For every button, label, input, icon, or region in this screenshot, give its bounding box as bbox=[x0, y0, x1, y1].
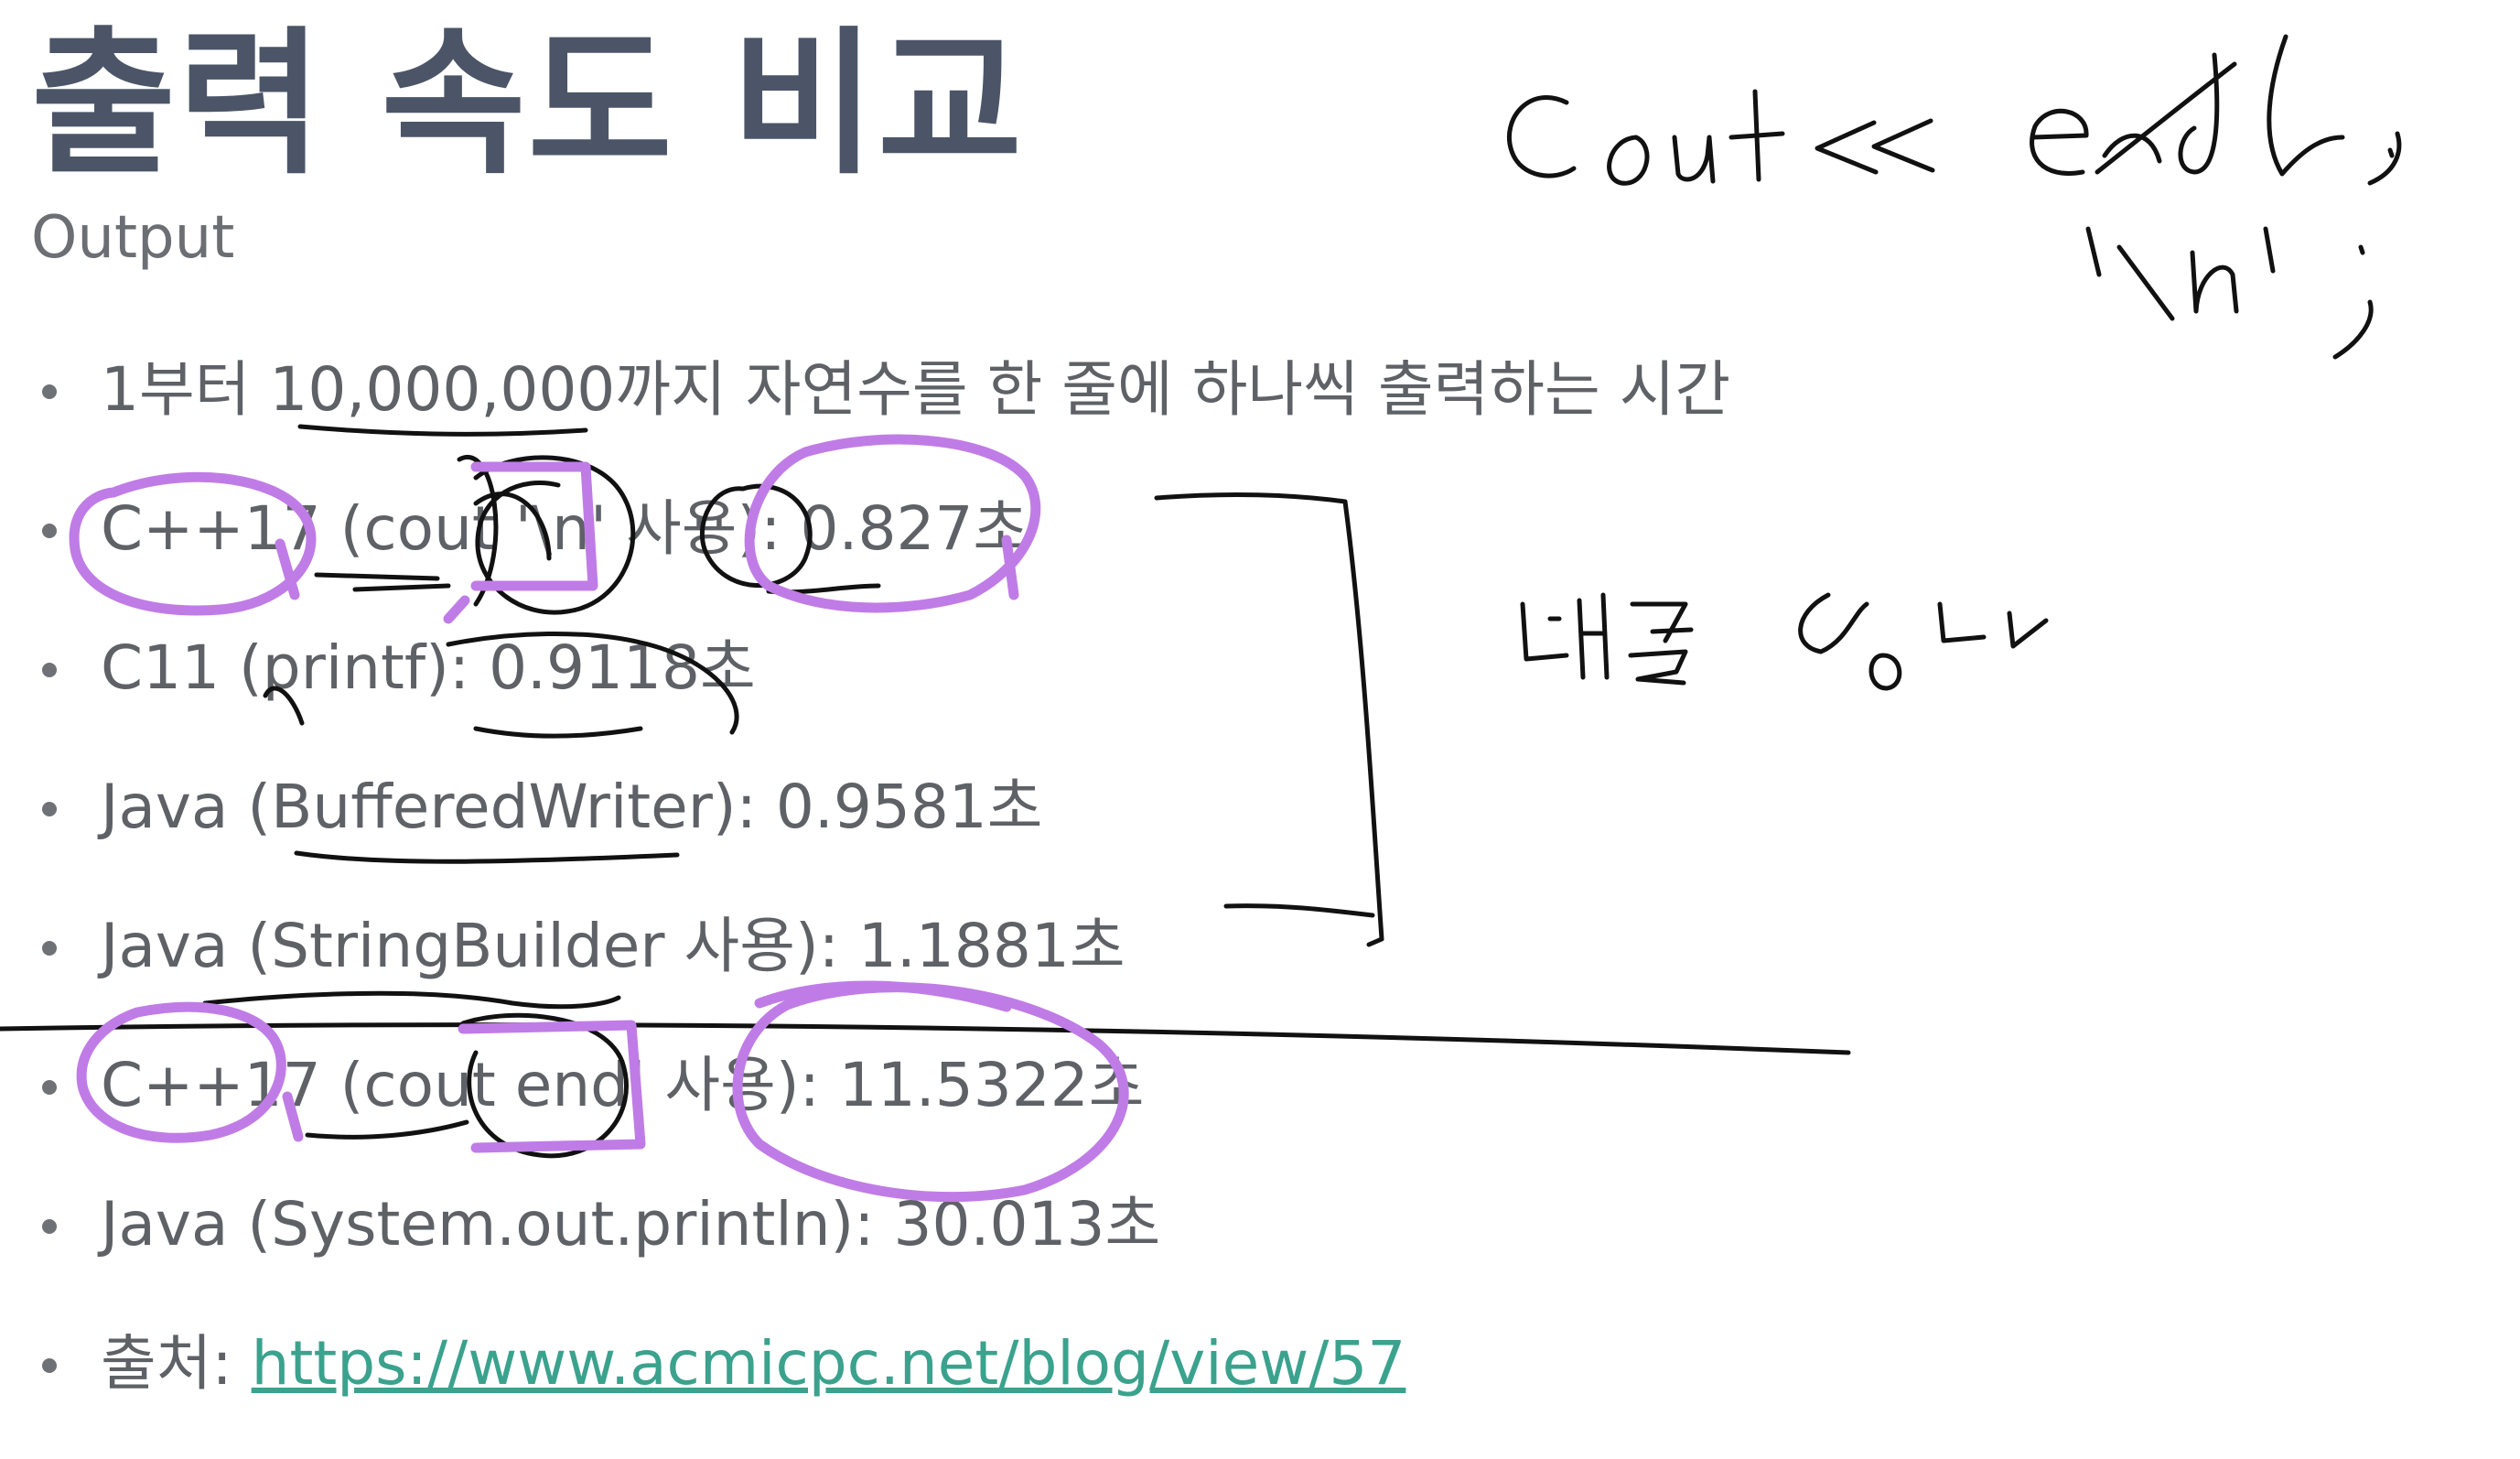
bullet-item: 1부터 10,000,000까지 자연수를 한 줄에 하나씩 출력하는 시간 bbox=[37, 346, 1730, 485]
bullet-text: 출처: bbox=[101, 1328, 252, 1399]
bullet-item: C11 (printf): 0.9118초 bbox=[37, 624, 1730, 763]
bullet-dot-icon bbox=[42, 524, 57, 538]
handwritten-note-newline bbox=[2085, 226, 2374, 360]
slide-subtitle: Output bbox=[31, 204, 235, 272]
bullet-dot-icon bbox=[42, 384, 57, 399]
bullet-dot-icon bbox=[42, 663, 57, 677]
bullet-item: Java (StringBuilder 사용): 1.1881초 bbox=[37, 902, 1730, 1042]
bullet-dot-icon bbox=[42, 1219, 57, 1234]
slide-title: 출력 속도 비교 bbox=[31, 12, 1025, 196]
bullet-item: Java (BufferedWriter): 0.9581초 bbox=[37, 763, 1730, 902]
bullet-text: Java (BufferedWriter): 0.9581초 bbox=[101, 772, 1043, 842]
bullet-text: Java (System.out.println): 30.013초 bbox=[101, 1189, 1161, 1259]
bullet-text: C++17 (cout endl 사용): 11.5322초 bbox=[101, 1050, 1145, 1120]
bullet-dot-icon bbox=[42, 802, 57, 816]
bullet-item: Java (System.out.println): 30.013초 bbox=[37, 1181, 1730, 1320]
bullet-dot-icon bbox=[42, 1358, 57, 1373]
bullet-list: 1부터 10,000,000까지 자연수를 한 줄에 하나씩 출력하는 시간 C… bbox=[37, 346, 1730, 1459]
bullet-text: Java (StringBuilder 사용): 1.1881초 bbox=[101, 911, 1125, 981]
source-link[interactable]: https://www.acmicpc.net/blog/view/57 bbox=[251, 1328, 1406, 1399]
bullet-item: C++17 (cout '\n' 사용): 0.827초 bbox=[37, 485, 1730, 624]
bullet-item: 출처: https://www.acmicpc.net/blog/view/57 bbox=[37, 1320, 1730, 1459]
handwritten-note-cout-endl bbox=[1507, 34, 2402, 186]
bullet-item: C++17 (cout endl 사용): 11.5322초 bbox=[37, 1042, 1730, 1181]
bullet-text: C++17 (cout '\n' 사용): 0.827초 bbox=[101, 493, 1029, 564]
bullet-text: C11 (printf): 0.9118초 bbox=[101, 632, 756, 703]
bullet-dot-icon bbox=[42, 941, 57, 956]
bullet-dot-icon bbox=[42, 1080, 57, 1095]
bullet-text: 1부터 10,000,000까지 자연수를 한 줄에 하나씩 출력하는 시간 bbox=[101, 354, 1731, 425]
